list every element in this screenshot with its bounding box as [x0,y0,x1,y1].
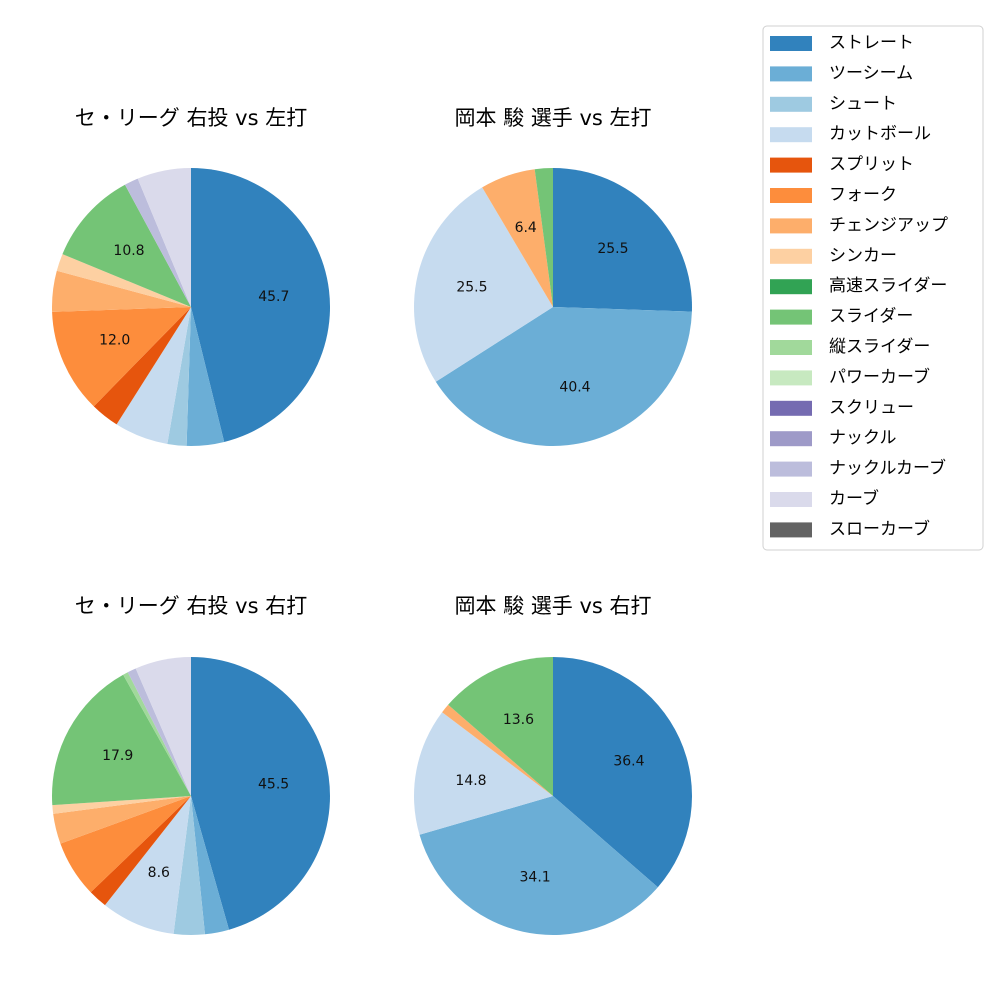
legend-label: スローカーブ [829,518,930,539]
pie-panel-okamoto-vs-left: 岡本 駿 選手 vs 左打 25.5 40.4 25.5 6.4 [413,106,692,446]
slice-value-label: 13.6 [503,712,534,728]
pie-slice [419,796,658,936]
pie-slice [51,674,192,806]
legend-label: シンカー [829,246,897,266]
legend-swatch [770,461,812,477]
legend-swatch [770,492,812,507]
pie-slice [60,796,192,893]
slice-value-label: 25.5 [597,241,628,257]
pie-panel-league-vs-right: セ・リーグ 右投 vs 右打 45.5 8.6 17.9 [51,594,330,936]
pie-slice [93,307,191,425]
pie-slice [56,254,191,307]
pie-slice [191,796,230,935]
pie-slice [137,168,191,307]
pie-panel-league-vs-left: セ・リーグ 右投 vs 左打 45.7 12.0 10.8 [51,106,331,447]
pie-slice [186,307,225,447]
pie-slice [482,169,553,307]
slice-value-label: 45.5 [258,777,289,793]
pie-slice [52,796,191,814]
pie-slice [51,270,191,312]
legend-label: フォーク [829,185,897,205]
pie-slice [173,796,205,936]
pie-slice [191,657,330,930]
legend-label: カットボール [829,124,931,144]
pie-slice [62,184,192,307]
slice-value-label: 8.6 [148,865,170,881]
legend-label: スクリュー [829,398,914,418]
pie-slice [123,672,191,796]
pie-okamoto-vs-left: 25.5 40.4 25.5 6.4 [413,168,692,446]
legend-swatch [770,157,812,173]
slice-value-label: 14.8 [455,773,486,789]
slice-value-label: 25.5 [456,280,487,296]
slice-value-label: 6.4 [515,220,537,236]
legend-swatch [770,127,812,143]
legend-label: スプリット [829,155,914,175]
pie-slice [124,178,191,307]
legend-label: スライダー [829,307,913,327]
slice-value-label: 17.9 [102,748,133,764]
pie-slice [90,796,191,906]
legend-label: カーブ [829,488,879,509]
slice-value-label: 36.4 [613,753,644,769]
legend-swatch [770,279,812,295]
legend-swatch [770,36,812,51]
pie-panel-okamoto-vs-right: 岡本 駿 選手 vs 右打 36.4 34.1 14.8 13.6 [414,594,693,936]
pie-slice [53,796,191,844]
legend-swatch [770,248,812,264]
pie-slice [553,168,692,312]
legend-swatch [770,66,812,82]
pie-slice [413,187,553,382]
legend-label: 高速スライダー [829,276,947,296]
legend-label: シュート [829,94,897,114]
pie-slice [448,657,553,796]
legend: ストレートツーシームシュートカットボールスプリットフォークチェンジアップシンカー… [762,25,984,551]
legend-swatch [770,218,812,234]
pie-slice [435,307,692,446]
slice-value-label: 40.4 [559,379,590,395]
chart-title: 岡本 駿 選手 vs 左打 [454,106,651,130]
legend-label: ナックル [829,428,897,448]
legend-label: ストレート [829,33,914,53]
legend-label: チェンジアップ [829,215,948,235]
pie-slice [127,668,191,796]
legend-label: 縦スライダー [829,337,930,357]
pie-slice [442,704,553,796]
pie-slice [52,307,191,407]
pie-slice [553,657,693,888]
pie-slice [414,712,553,835]
pie-slice [534,168,553,307]
pie-league-vs-left: 45.7 12.0 10.8 [51,168,331,447]
pie-slice [167,307,191,446]
legend-label: ツーシーム [829,63,913,83]
legend-swatch [770,96,812,112]
legend-label: パワーカーブ [829,366,930,387]
pie-slice [135,657,191,796]
legend-swatch [770,522,812,538]
legend-label: ナックルカーブ [829,458,946,479]
pie-okamoto-vs-right: 36.4 34.1 14.8 13.6 [414,657,693,936]
slice-value-label: 12.0 [99,333,130,349]
slice-value-label: 45.7 [258,289,289,305]
legend-swatch [770,188,812,203]
legend-swatch [770,340,812,355]
pie-league-vs-right: 45.5 8.6 17.9 [51,657,330,936]
pie-slice [104,796,191,934]
pie-slice [191,168,331,442]
pie-slice [116,307,191,444]
legend-swatch [770,309,812,325]
legend-frame [762,25,984,551]
slice-value-label: 34.1 [520,869,551,885]
legend-swatch [770,400,812,416]
legend-swatch [770,370,812,386]
legend-swatch [770,431,812,447]
chart-title: セ・リーグ 右投 vs 右打 [75,594,307,618]
slice-value-label: 10.8 [113,243,144,259]
chart-title: 岡本 駿 選手 vs 右打 [454,594,651,618]
chart-title: セ・リーグ 右投 vs 左打 [75,106,307,130]
